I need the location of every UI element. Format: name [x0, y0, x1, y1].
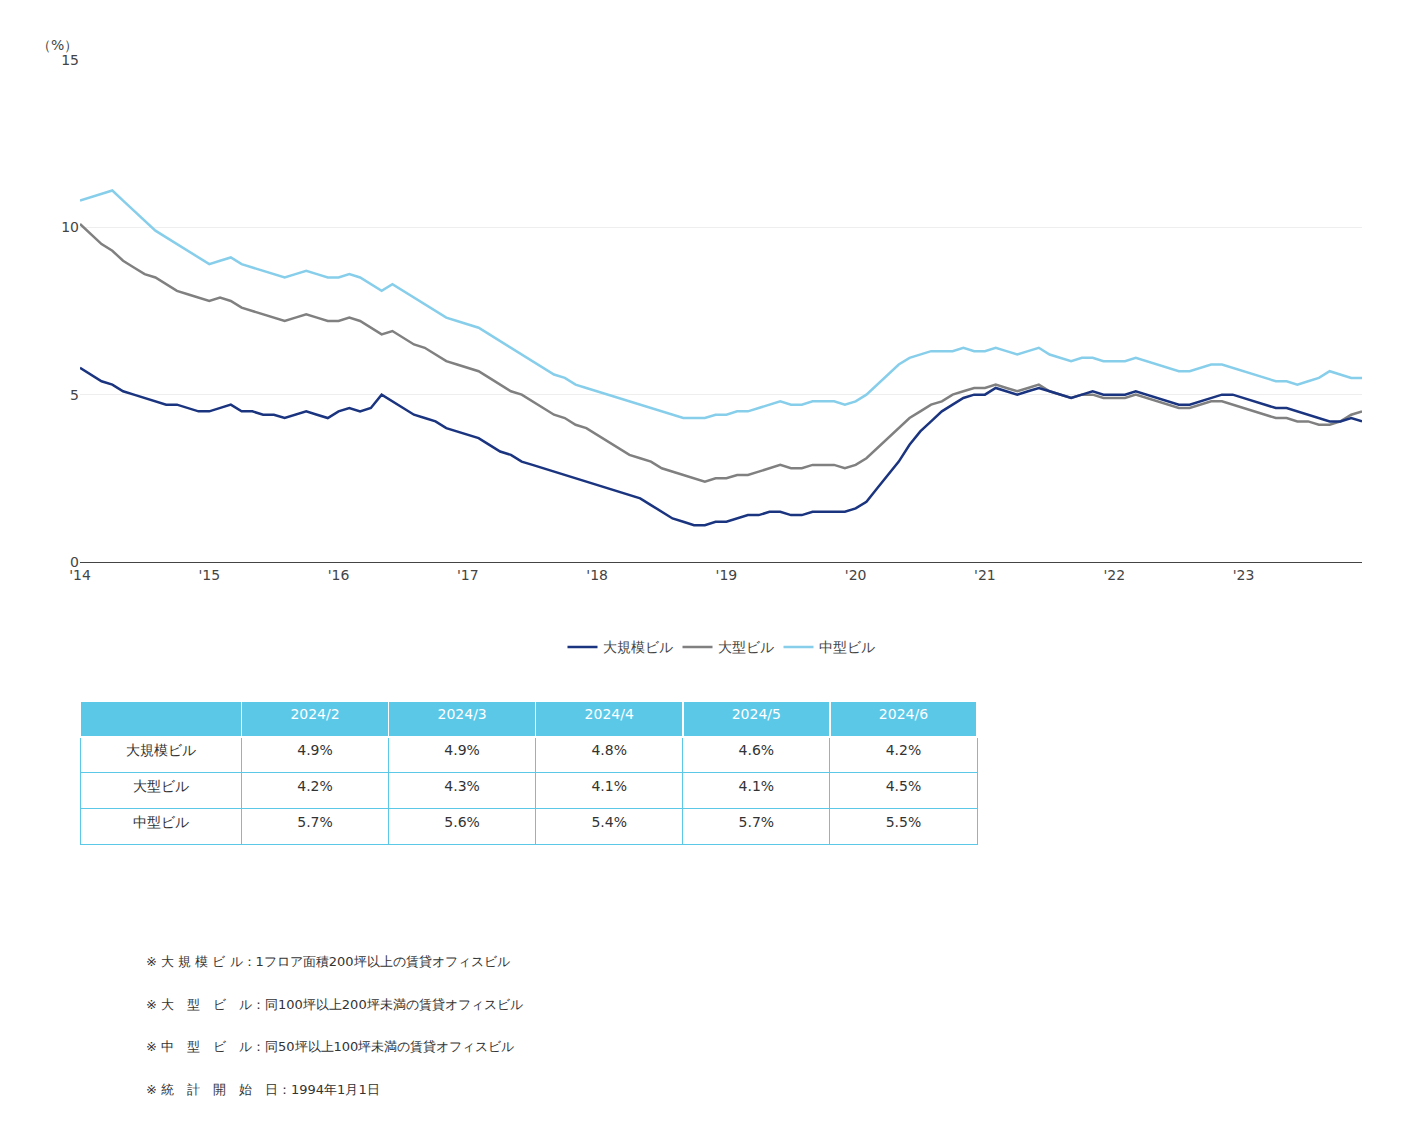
svg-text:'14: '14: [69, 567, 91, 583]
svg-text:'20: '20: [845, 567, 867, 583]
svg-text:（%）: （%）: [37, 37, 78, 53]
svg-text:※ 大 規 模 ビ ル：1フロア面積200坪以上の賃貸オフィ: ※ 大 規 模 ビ ル：1フロア面積200坪以上の賃貸オフィスビル: [146, 954, 510, 969]
svg-text:15: 15: [61, 52, 79, 68]
svg-text:5.7%: 5.7%: [297, 814, 333, 830]
svg-text:'15: '15: [198, 567, 220, 583]
svg-text:4.3%: 4.3%: [444, 778, 480, 794]
svg-text:2024/5: 2024/5: [732, 706, 781, 722]
svg-text:2024/4: 2024/4: [585, 706, 634, 722]
svg-text:4.5%: 4.5%: [886, 778, 922, 794]
svg-text:2024/2: 2024/2: [290, 706, 339, 722]
svg-text:※ 大 型 ビ ル：同100坪以上200坪未満の賃貸オフィス: ※ 大 型 ビ ル：同100坪以上200坪未満の賃貸オフィスビル: [146, 997, 523, 1012]
svg-text:'23: '23: [1233, 567, 1255, 583]
svg-text:4.2%: 4.2%: [886, 742, 922, 758]
svg-text:'16: '16: [328, 567, 350, 583]
svg-text:大型ビル: 大型ビル: [718, 639, 774, 655]
svg-text:'22: '22: [1103, 567, 1125, 583]
svg-text:'21: '21: [974, 567, 996, 583]
svg-text:中型ビル: 中型ビル: [819, 639, 875, 655]
svg-text:10: 10: [61, 219, 79, 235]
svg-text:4.9%: 4.9%: [297, 742, 333, 758]
svg-text:2024/6: 2024/6: [879, 706, 928, 722]
svg-text:※ 中 型 ビ ル：同50坪以上100坪未満の賃貸オフィスビ: ※ 中 型 ビ ル：同50坪以上100坪未満の賃貸オフィスビル: [146, 1039, 514, 1054]
svg-text:4.1%: 4.1%: [591, 778, 627, 794]
svg-text:5.6%: 5.6%: [444, 814, 480, 830]
svg-text:5.5%: 5.5%: [886, 814, 922, 830]
svg-text:4.6%: 4.6%: [739, 742, 775, 758]
svg-text:5.7%: 5.7%: [739, 814, 775, 830]
svg-text:'19: '19: [716, 567, 738, 583]
svg-text:中型ビル: 中型ビル: [133, 814, 189, 830]
svg-text:大型ビル: 大型ビル: [133, 778, 189, 794]
svg-text:0: 0: [70, 554, 79, 570]
svg-text:4.8%: 4.8%: [591, 742, 627, 758]
svg-text:大規模ビル: 大規模ビル: [126, 742, 196, 758]
svg-text:5.4%: 5.4%: [591, 814, 627, 830]
svg-text:大規模ビル: 大規模ビル: [603, 639, 673, 655]
svg-text:5: 5: [70, 387, 79, 403]
svg-text:2024/3: 2024/3: [437, 706, 486, 722]
svg-text:4.2%: 4.2%: [297, 778, 333, 794]
svg-text:※ 統 計 開 始 日：1994年1月1日: ※ 統 計 開 始 日：1994年1月1日: [146, 1082, 380, 1097]
svg-text:4.1%: 4.1%: [739, 778, 775, 794]
svg-text:'18: '18: [586, 567, 608, 583]
svg-text:'17: '17: [457, 567, 479, 583]
svg-text:4.9%: 4.9%: [444, 742, 480, 758]
